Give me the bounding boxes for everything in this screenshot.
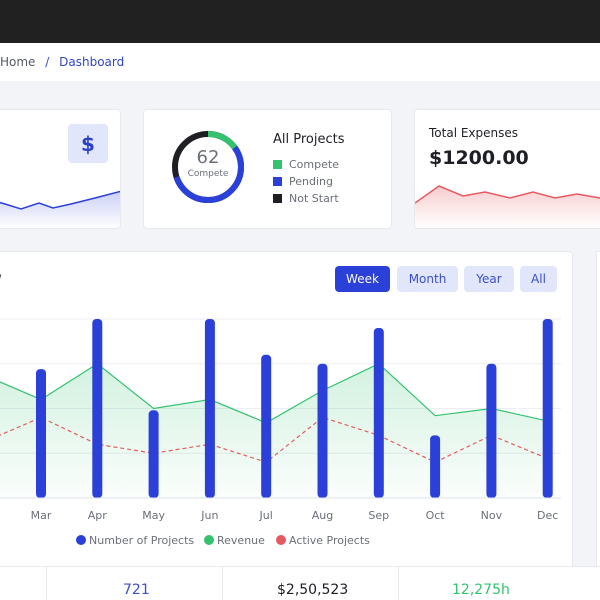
revenue-card: $ bbox=[0, 109, 121, 229]
legend-pending: Pending bbox=[273, 175, 333, 188]
bar-may bbox=[148, 410, 159, 498]
legend-dot bbox=[76, 535, 86, 545]
revenue-area bbox=[0, 363, 548, 498]
legend-compete: Compete bbox=[273, 158, 339, 171]
legend-label: Active Projects bbox=[289, 534, 370, 547]
legend-swatch bbox=[273, 194, 282, 203]
x-tick-label: Mar bbox=[31, 509, 52, 522]
legend-not-start: Not Start bbox=[273, 192, 339, 205]
stat-projects: 721 bbox=[46, 567, 222, 600]
bar-dec bbox=[542, 319, 553, 498]
x-tick-label: Nov bbox=[481, 509, 503, 522]
bar-sep bbox=[373, 327, 384, 498]
legend-label: Not Start bbox=[289, 192, 339, 205]
filter-all-button[interactable]: All bbox=[520, 266, 557, 292]
bar-jun bbox=[204, 319, 215, 498]
dollar-icon: $ bbox=[68, 124, 108, 163]
stat-projects-value: 721 bbox=[123, 582, 150, 598]
bar-mar bbox=[36, 369, 46, 498]
legend-dot bbox=[276, 535, 286, 545]
x-tick-label: Dec bbox=[537, 509, 558, 522]
x-tick-label: May bbox=[142, 509, 165, 522]
breadcrumb-current: Dashboard bbox=[59, 55, 125, 69]
x-tick-label: Jun bbox=[200, 509, 218, 522]
x-tick-label: Jul bbox=[259, 509, 273, 522]
breadcrumb-bar: Home / Dashboard bbox=[0, 43, 600, 81]
total-expenses-title: Total Expenses bbox=[429, 126, 519, 140]
bar-jul bbox=[261, 354, 272, 498]
breadcrumb: Home / Dashboard bbox=[0, 55, 124, 69]
bar-aug bbox=[317, 363, 328, 498]
dollar-glyph: $ bbox=[81, 131, 95, 156]
x-tick-label: Aug bbox=[312, 509, 333, 522]
stat-hours-value: 12,275h bbox=[452, 582, 510, 598]
projects-donut-chart bbox=[172, 131, 244, 203]
legend-label: Compete bbox=[289, 158, 339, 171]
overview-combo-chart: Mar Apr May Jun Jul Aug Sep Oct Nov Dec Number of … bbox=[0, 318, 561, 547]
x-tick-label: Oct bbox=[426, 509, 446, 522]
x-tick-label: Sep bbox=[368, 509, 389, 522]
bar-apr bbox=[92, 319, 103, 498]
total-expenses-card: Total Expenses $1200.00 bbox=[414, 109, 600, 229]
expenses-sparkline bbox=[415, 185, 600, 228]
all-projects-title: All Projects bbox=[273, 132, 345, 147]
legend-label: Number of Projects bbox=[89, 534, 194, 547]
legend-label: Revenue bbox=[217, 534, 265, 547]
x-tick-label: Apr bbox=[88, 509, 108, 522]
summary-stats-strip: 721 $2,50,523 12,275h bbox=[0, 566, 600, 600]
filter-week-button[interactable]: Week bbox=[335, 266, 390, 292]
top-navbar bbox=[0, 0, 600, 43]
side-card-edge bbox=[596, 251, 600, 581]
bar-oct bbox=[430, 435, 441, 498]
legend-swatch bbox=[273, 160, 282, 169]
stat-earnings-value: $2,50,523 bbox=[277, 582, 349, 598]
legend-swatch bbox=[273, 177, 282, 186]
legend-label: Pending bbox=[289, 175, 333, 188]
filter-year-button[interactable]: Year bbox=[464, 266, 514, 292]
legend-dot bbox=[204, 535, 214, 545]
filter-month-button[interactable]: Month bbox=[397, 266, 458, 292]
donut-center-label: Compete bbox=[187, 169, 229, 179]
bar-nov bbox=[486, 363, 497, 498]
revenue-sparkline bbox=[0, 190, 120, 228]
breadcrumb-home-link[interactable]: Home bbox=[0, 55, 36, 69]
stat-hours: 12,275h bbox=[398, 567, 600, 600]
donut-center-value: 62 bbox=[196, 147, 220, 168]
stat-earnings: $2,50,523 bbox=[222, 567, 398, 600]
all-projects-card: 62 Compete All Projects Compete Pending … bbox=[143, 109, 392, 229]
breadcrumb-separator: / bbox=[45, 55, 50, 69]
overview-title: w bbox=[0, 271, 2, 286]
overview-chart-card: w Week Month Year All Mar Apr May Jun Jul Aug… bbox=[0, 251, 573, 581]
total-expenses-value: $1200.00 bbox=[429, 147, 529, 169]
